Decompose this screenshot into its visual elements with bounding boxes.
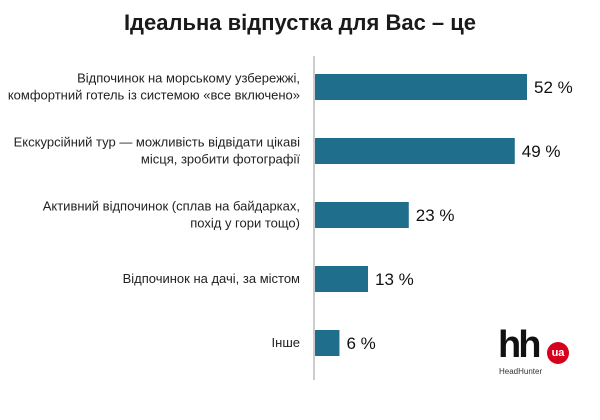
category-label-line: Відпочинок на дачі, за містом — [123, 271, 300, 286]
bar-group: 52 % Відпочинок на морському узбережжі, ко… — [8, 71, 573, 356]
bar-1 — [315, 138, 515, 164]
bar-3 — [315, 266, 368, 292]
logo-hh-text: hh — [498, 324, 541, 366]
category-label-4: Інше — [272, 335, 300, 350]
chart-title: Ідеальна відпустка для Вас – це — [123, 10, 477, 35]
value-label-3: 13 % — [375, 270, 414, 289]
value-label-1: 49 % — [522, 142, 561, 161]
category-label-line: Активний відпочинок (сплав на байдарках, — [43, 199, 300, 214]
value-label-4: 6 % — [346, 334, 375, 353]
bar-4 — [315, 330, 340, 356]
logo-ua-badge: ua — [547, 342, 569, 364]
headhunter-logo: hh ua HeadHunter — [498, 324, 578, 378]
category-label-line: місця, зробити фотографії — [141, 152, 300, 167]
value-label-2: 23 % — [416, 206, 455, 225]
category-label-0: Відпочинок на морському узбережжі, комфор… — [8, 71, 300, 103]
category-label-line: Інше — [272, 335, 300, 350]
category-label-1: Екскурсійний тур — можливість відвідати … — [14, 135, 301, 167]
category-label-line: Екскурсійний тур — можливість відвідати … — [14, 135, 300, 150]
logo-subtitle: HeadHunter — [499, 367, 543, 376]
category-label-line: Відпочинок на морському узбережжі, — [77, 71, 300, 86]
category-label-line: комфортний готель із системою «все включ… — [8, 88, 300, 103]
category-label-line: похід у гори тощо) — [190, 216, 300, 231]
category-label-2: Активний відпочинок (сплав на байдарках,… — [43, 199, 300, 231]
bar-0 — [315, 74, 527, 100]
category-label-3: Відпочинок на дачі, за містом — [123, 271, 300, 286]
value-label-0: 52 % — [534, 78, 573, 97]
bar-2 — [315, 202, 409, 228]
